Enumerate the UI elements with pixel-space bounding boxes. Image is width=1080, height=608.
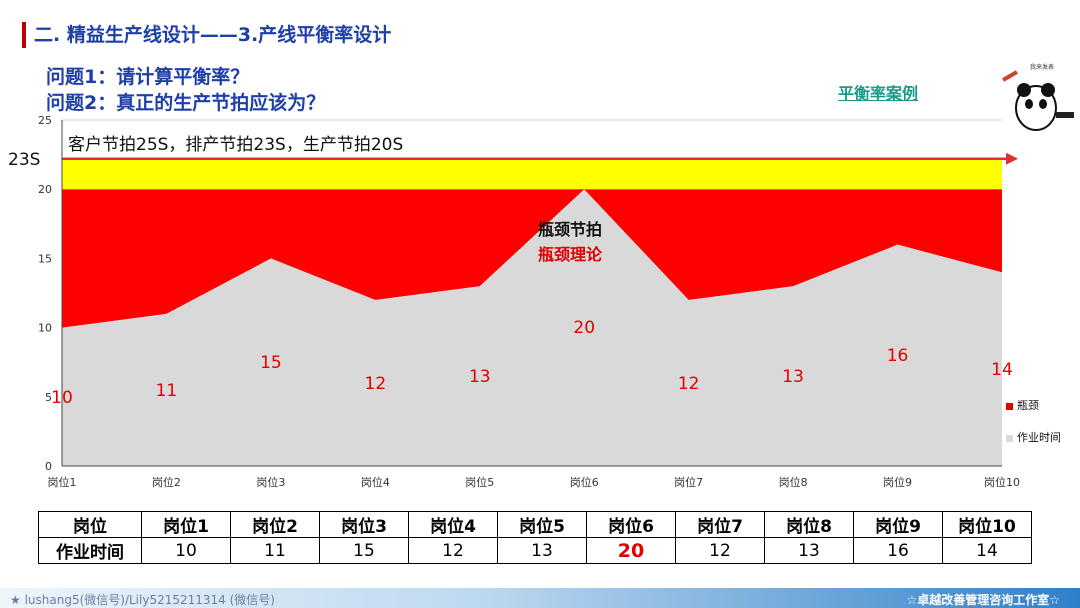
y-tick-label: 20 [38,183,52,196]
data-label: 15 [260,353,282,373]
legend-swatch-work-time [1006,434,1013,442]
legend-item-work-time: 作业时间 [1006,429,1061,445]
table-cell: 13 [497,537,587,564]
y-tick-label: 15 [38,252,52,265]
takt-line-arrow [1006,152,1018,165]
x-tick-label: 岗位6 [570,475,599,489]
table-cell: 15 [319,537,409,564]
question-2: 问题2：真正的生产节拍应该为？ [46,92,326,114]
table-cell: 岗位6 [586,511,676,538]
table-cell: 岗位5 [497,511,587,538]
x-tick-label: 岗位2 [152,475,181,489]
table-cell: 13 [764,537,854,564]
y-tick-label: 10 [38,322,52,335]
data-label: 13 [782,367,804,387]
data-table: 岗位 岗位1 岗位2 岗位3 岗位4 岗位5 岗位6 岗位7 岗位8 岗位9 岗… [38,511,1032,564]
table-row: 作业时间 10 11 15 12 13 20 12 13 16 14 [38,537,1032,564]
x-tick-label: 岗位4 [361,475,390,489]
table-cell: 岗位7 [675,511,765,538]
table-cell: 10 [141,537,231,564]
x-tick-label: 岗位10 [984,475,1020,489]
data-label: 12 [678,374,700,394]
table-cell: 岗位4 [408,511,498,538]
table-row: 岗位 岗位1 岗位2 岗位3 岗位4 岗位5 岗位6 岗位7 岗位8 岗位9 岗… [38,511,1032,538]
legend-label-bottleneck: 瓶颈 [1017,399,1039,412]
y-tick-label: 5 [45,391,52,404]
table-cell: 岗位2 [230,511,320,538]
data-label: 10 [51,388,73,408]
footer-studio-name: ☆卓越改善管理咨询工作室☆ [906,593,1060,607]
panda-mascot-icon [1002,70,1074,131]
table-cell: 岗位10 [942,511,1032,538]
table-cell: 20 [586,537,676,564]
line-value-label: 23S [8,150,41,170]
x-tick-label: 岗位9 [883,475,912,489]
x-tick-label: 岗位3 [256,475,285,489]
bottleneck-takt-label: 瓶颈节拍 [538,220,603,239]
table-cell: 岗位3 [319,511,409,538]
table-cell: 12 [408,537,498,564]
y-tick-label: 25 [38,114,52,127]
table-cell: 16 [853,537,943,564]
x-tick-label: 岗位1 [48,475,77,489]
question-1: 问题1：请计算平衡率？ [46,66,250,88]
table-cell: 岗位8 [764,511,854,538]
table-cell: 岗位1 [141,511,231,538]
title-accent-bar [22,22,26,48]
tact-band [62,158,1002,190]
x-tick-label: 岗位8 [779,475,808,489]
footer-bar [0,588,1080,608]
page-title: 二. 精益生产线设计——3.产线平衡率设计 [34,24,392,46]
table-cell: 11 [230,537,320,564]
case-link[interactable]: 平衡率案例 [838,84,919,103]
data-label: 12 [365,374,387,394]
y-tick-label: 0 [45,460,52,473]
table-cell: 14 [942,537,1032,564]
table-cell: 岗位9 [853,511,943,538]
legend-item-bottleneck: 瓶颈 [1006,397,1039,413]
takt-annotation: 客户节拍25S，排产节拍23S，生产节拍20S [68,135,404,155]
data-label: 13 [469,367,491,387]
bottleneck-theory-label: 瓶颈理论 [538,245,603,264]
table-cell: 12 [675,537,765,564]
mascot-caption: 我来发表 [1030,64,1055,71]
data-label: 11 [156,381,178,401]
legend-label-work-time: 作业时间 [1017,431,1061,444]
table-cell: 作业时间 [38,537,142,564]
data-label: 14 [991,360,1013,380]
data-label: 16 [887,346,909,366]
table-cell: 岗位 [38,511,142,538]
legend-swatch-bottleneck [1006,402,1013,410]
data-label: 20 [573,318,595,338]
x-tick-label: 岗位7 [674,475,703,489]
x-tick-label: 岗位5 [465,475,494,489]
work-time-area [62,189,1002,466]
footer-contact: ★ lushang5(微信号)/Lily5215211314 (微信号) [10,593,275,607]
